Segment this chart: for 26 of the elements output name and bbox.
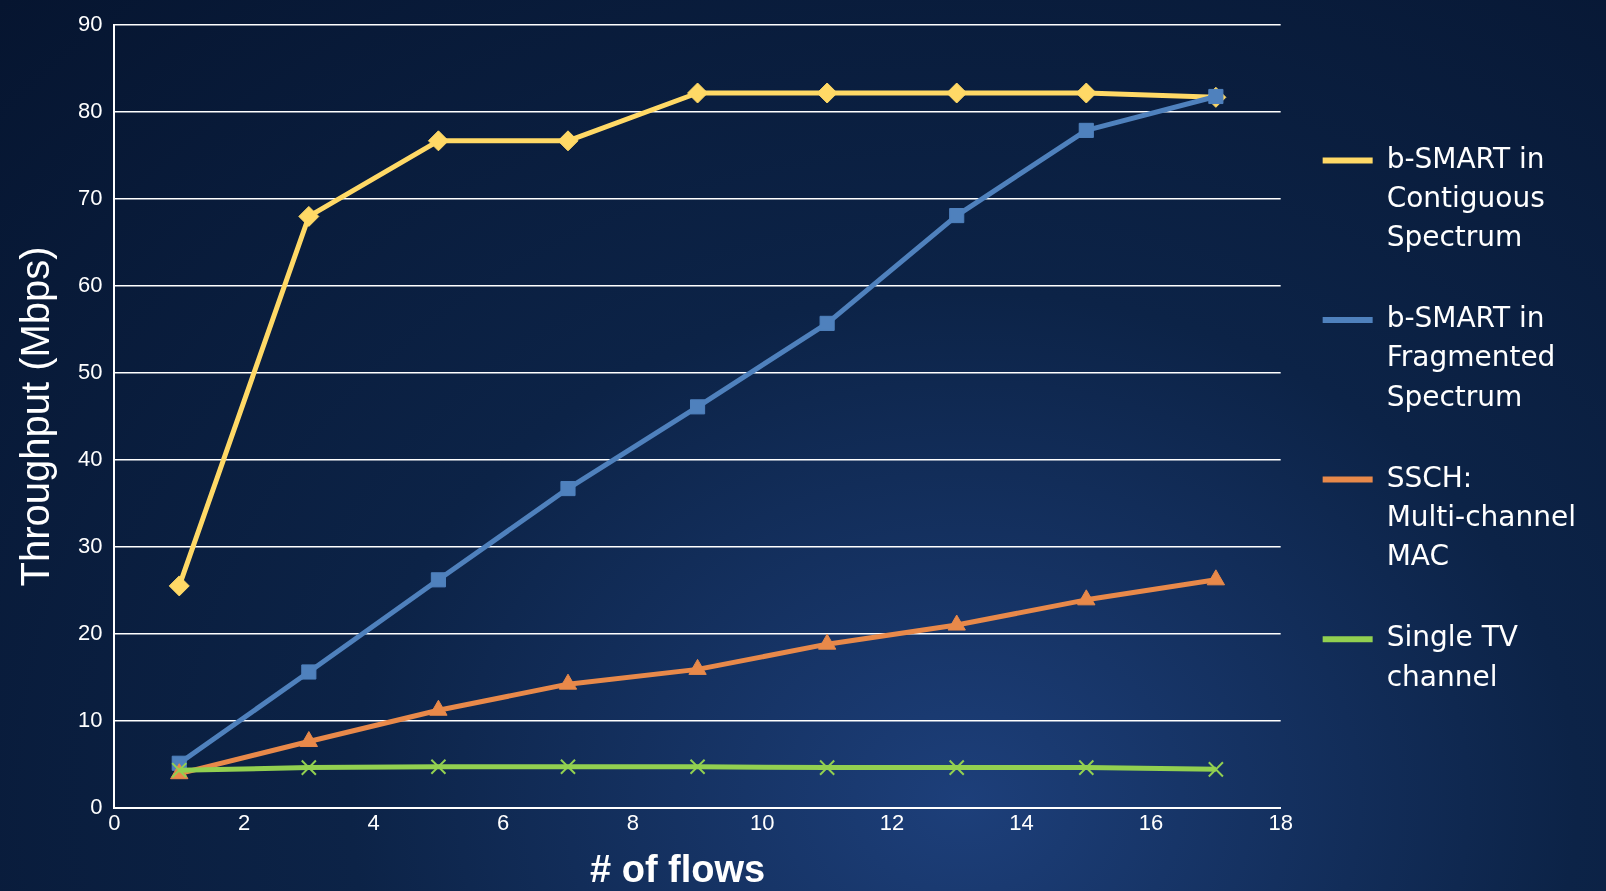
x-tick-label: 0	[108, 809, 121, 835]
y-tick-label: 60	[77, 272, 103, 298]
x-tick-label: 18	[1268, 809, 1293, 835]
x-tick-label: 10	[750, 809, 775, 835]
x-tick-label: 12	[879, 809, 905, 835]
y-tick-label: 70	[77, 185, 103, 211]
y-tick-label: 90	[77, 11, 103, 37]
legend-label: Single TV channel	[1386, 620, 1518, 693]
y-tick-label: 10	[77, 706, 103, 732]
x-axis-title: # of flows	[590, 848, 766, 891]
x-tick-label: 8	[626, 809, 639, 835]
y-tick-label: 40	[77, 445, 103, 471]
x-tick-label: 4	[367, 809, 380, 835]
y-tick-label: 30	[77, 532, 103, 558]
y-tick-label: 50	[77, 359, 103, 384]
legend-label: b-SMART in Contiguous Spectrum	[1386, 141, 1545, 254]
y-tick-label: 20	[77, 619, 103, 645]
x-tick-label: 2	[237, 809, 251, 835]
y-tick-label: 80	[77, 98, 103, 124]
x-tick-label: 6	[497, 809, 510, 835]
y-axis-title: Throughput (Mbps)	[13, 246, 58, 587]
x-tick-label: 14	[1009, 809, 1034, 835]
x-tick-label: 16	[1138, 809, 1164, 835]
y-tick-label: 0	[90, 793, 103, 819]
legend-label: b-SMART in Fragmented Spectrum	[1386, 301, 1556, 413]
legend-label: SSCH: Multi-channel MAC	[1386, 460, 1576, 573]
